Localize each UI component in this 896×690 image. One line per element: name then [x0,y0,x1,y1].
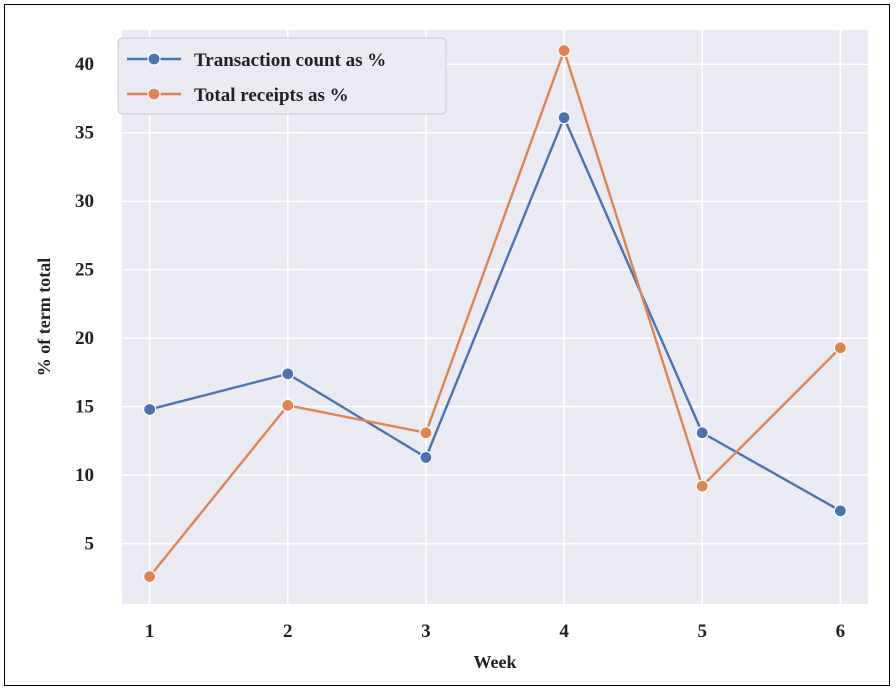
grid-lines [122,30,868,604]
data-point [557,111,571,125]
legend-item: Transaction count as % [127,50,386,71]
data-point [143,402,157,417]
x-tick-label: 3 [421,621,431,642]
legend-item: Total receipts as % [127,85,349,106]
legend: Transaction count as % Total receipts as … [117,37,447,115]
y-tick-label: 30 [75,191,94,212]
x-tick-label: 4 [559,621,569,642]
legend-label: Transaction count as % [194,50,386,71]
y-axis-label: % of term total [34,258,54,376]
series-layer [143,43,847,584]
x-tick-label: 1 [145,621,155,642]
y-tick-label: 40 [75,54,94,75]
legend-box [117,37,447,115]
data-point [695,426,709,440]
series-line [148,49,842,578]
legend-marker [147,87,161,101]
data-point [419,450,433,465]
legend-marker [147,52,161,66]
x-tick-label: 5 [697,621,707,642]
plot-area [122,30,868,604]
data-point [281,367,295,381]
x-tick-labels: 1 2 3 4 5 6 [145,621,845,642]
series-1 [143,111,847,518]
y-tick-label: 25 [75,260,94,281]
series-line [149,116,841,512]
data-point [833,341,847,355]
series-2 [143,43,847,584]
legend-label: Total receipts as % [194,85,349,106]
x-tick-label: 6 [836,621,846,642]
y-tick-labels: 5 10 15 20 25 30 35 40 [75,54,94,554]
y-tick-label: 5 [85,534,95,555]
y-tick-label: 35 [75,123,94,144]
data-point [833,504,847,518]
y-tick-label: 20 [75,328,94,349]
y-tick-label: 10 [75,465,94,486]
data-point [281,398,295,412]
data-point [695,479,709,493]
figure-border [4,4,890,686]
data-point [419,426,433,440]
x-tick-label: 2 [283,621,293,642]
y-tick-label: 15 [75,397,94,418]
x-axis-label: Week [474,652,517,672]
data-point [143,570,157,584]
data-point [557,43,571,58]
